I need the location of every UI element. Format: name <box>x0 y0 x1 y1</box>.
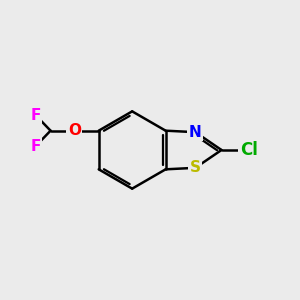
Text: N: N <box>189 125 202 140</box>
Text: F: F <box>31 139 41 154</box>
Text: Cl: Cl <box>240 141 258 159</box>
Text: S: S <box>190 160 201 175</box>
Text: F: F <box>31 108 41 123</box>
Text: O: O <box>68 123 81 138</box>
